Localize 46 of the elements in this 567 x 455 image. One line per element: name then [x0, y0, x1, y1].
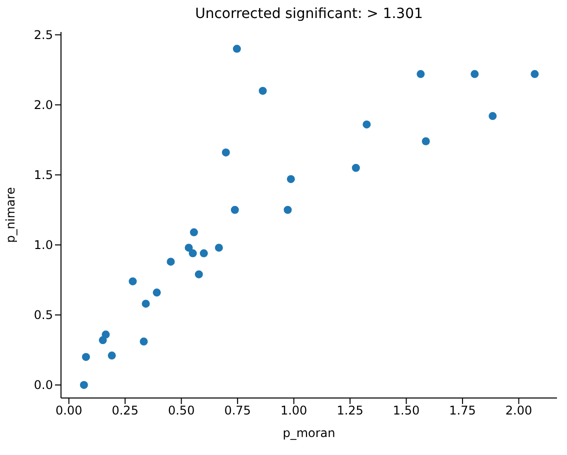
- point: [488, 112, 497, 120]
- point: [258, 86, 267, 95]
- point: [166, 258, 175, 266]
- point: [286, 175, 295, 184]
- point: [416, 70, 425, 78]
- point: [194, 270, 203, 278]
- point: [230, 206, 239, 214]
- x-tick-label: 0.50: [168, 404, 195, 418]
- point: [232, 44, 241, 53]
- x-tick-label: 0.00: [56, 404, 82, 418]
- point: [128, 277, 137, 286]
- x-tick-label: 0.25: [112, 404, 138, 418]
- point: [102, 330, 110, 339]
- y-tick-label: 2.5: [34, 28, 53, 42]
- y-tick-label: 1.5: [34, 168, 53, 182]
- point: [214, 244, 223, 252]
- point: [284, 206, 292, 214]
- point: [188, 249, 197, 258]
- x-tick-label: 1.75: [449, 404, 476, 418]
- point: [140, 338, 148, 346]
- x-tick-label: 2.00: [505, 404, 532, 418]
- point: [152, 288, 161, 297]
- x-axis-title: p_moran: [282, 426, 336, 440]
- y-axis-title: p_nimare: [3, 187, 18, 243]
- y-tick-label: 1.0: [34, 238, 53, 252]
- point: [108, 352, 116, 360]
- point: [422, 137, 430, 146]
- point: [80, 380, 88, 389]
- y-tick-label: 2.0: [34, 98, 53, 112]
- point: [530, 70, 539, 78]
- chart-title: Uncorrected significant: > 1.301: [194, 6, 424, 22]
- x-tick-label: 0.75: [224, 404, 251, 418]
- point: [142, 300, 150, 308]
- point: [470, 70, 479, 78]
- point: [362, 120, 371, 128]
- x-tick-label: 1.50: [392, 404, 420, 418]
- point: [200, 249, 208, 258]
- point: [352, 164, 360, 172]
- x-tick-label: 1.25: [336, 404, 364, 418]
- x-tick-label: 1.00: [280, 404, 308, 418]
- point: [82, 352, 90, 361]
- point: [190, 228, 198, 236]
- y-tick-label: 0.5: [34, 308, 53, 322]
- y-tick-label: 0.0: [34, 378, 53, 392]
- point: [184, 244, 193, 252]
- point: [222, 148, 230, 156]
